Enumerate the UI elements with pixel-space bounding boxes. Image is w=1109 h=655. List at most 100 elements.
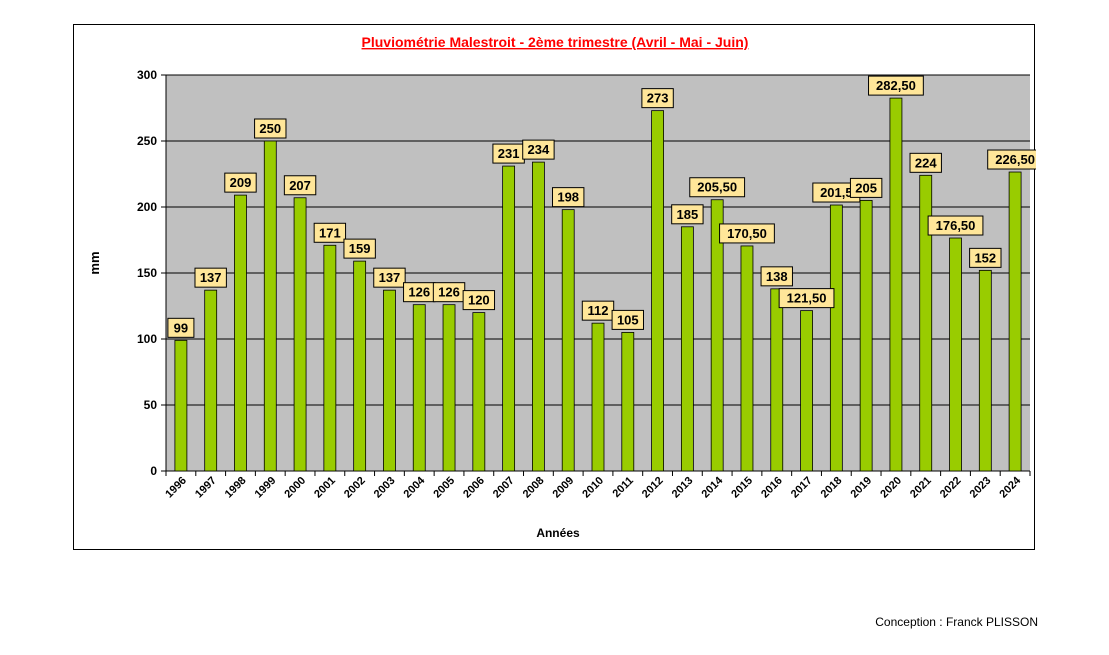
data-label-box <box>671 204 704 225</box>
bar <box>829 204 843 472</box>
x-tick-label: 2016 <box>759 475 785 501</box>
data-label: 250 <box>259 121 281 136</box>
bar-chart: Pluviométrie Malestroit - 2ème trimestre… <box>87 34 1036 540</box>
bar <box>502 165 516 472</box>
bar <box>889 97 903 472</box>
data-label-box <box>462 290 496 311</box>
data-label-box <box>611 309 644 330</box>
data-label-box <box>778 288 835 309</box>
data-label: 137 <box>200 270 222 285</box>
data-label: 176,50 <box>936 218 976 233</box>
bar <box>949 237 962 472</box>
bar <box>532 161 545 472</box>
data-label-box <box>719 223 775 244</box>
x-tick-label: 2007 <box>491 475 517 501</box>
data-label: 171 <box>319 225 341 240</box>
data-label: 112 <box>588 303 609 318</box>
credit-text: Conception : Franck PLISSON <box>875 615 1038 629</box>
data-label: 137 <box>379 270 401 285</box>
x-tick-label: 2008 <box>521 475 547 501</box>
data-label-box <box>552 187 585 208</box>
bar <box>472 312 486 472</box>
data-label-box <box>522 139 555 160</box>
data-label-box <box>313 222 347 243</box>
x-tick-label: 2004 <box>402 474 428 500</box>
data-label: 198 <box>557 190 579 205</box>
data-label: 105 <box>617 312 639 327</box>
bar <box>234 194 247 472</box>
bar <box>800 310 813 472</box>
x-tick-label: 2000 <box>282 475 308 501</box>
chart-title: Pluviométrie Malestroit - 2ème trimestre… <box>362 34 749 50</box>
data-label: 99 <box>174 320 188 335</box>
data-label: 207 <box>289 178 311 193</box>
x-tick-label: 1996 <box>163 475 189 501</box>
data-label-box <box>167 317 195 338</box>
x-tick-label: 2001 <box>312 475 338 501</box>
bar <box>919 174 933 472</box>
bar <box>204 289 218 472</box>
data-label-box <box>641 88 674 109</box>
data-label-box <box>868 75 924 96</box>
x-tick-label: 2003 <box>372 475 398 501</box>
data-label: 126 <box>438 285 460 300</box>
data-label: 121,50 <box>787 291 827 306</box>
data-label: 159 <box>349 241 371 256</box>
data-label: 126 <box>408 285 430 300</box>
x-tick-label: 2019 <box>848 475 874 501</box>
x-tick-label: 2015 <box>729 475 755 501</box>
bar <box>412 304 426 472</box>
data-label: 185 <box>677 207 699 222</box>
x-tick-label: 1997 <box>193 475 219 501</box>
bar <box>680 226 694 472</box>
y-tick-label: 50 <box>144 398 158 412</box>
y-tick-label: 100 <box>137 332 157 346</box>
bar <box>174 339 188 472</box>
x-tick-label: 1999 <box>253 475 279 501</box>
bar <box>383 289 396 472</box>
bar <box>1008 171 1022 472</box>
data-label: 234 <box>528 142 550 157</box>
x-tick-label: 2005 <box>431 475 457 501</box>
x-tick-label: 2020 <box>878 475 904 501</box>
x-tick-label: 2012 <box>640 475 666 501</box>
x-tick-label: 2021 <box>908 475 934 501</box>
y-tick-label: 250 <box>137 134 157 148</box>
y-axis-label: mm <box>87 251 102 274</box>
x-tick-label: 2013 <box>670 475 696 501</box>
data-label: 205 <box>855 180 877 195</box>
data-label-box <box>194 267 227 288</box>
x-tick-label: 2017 <box>789 475 815 501</box>
data-label: 273 <box>647 91 669 106</box>
chart-frame: Pluviométrie Malestroit - 2ème trimestre… <box>73 24 1036 550</box>
x-tick-label: 2009 <box>551 475 577 501</box>
data-label-box <box>283 175 317 196</box>
y-tick-label: 300 <box>137 68 157 82</box>
y-tick-label: 0 <box>150 464 157 478</box>
bar <box>859 199 873 472</box>
data-label-box <box>343 238 376 259</box>
data-label: 231 <box>498 146 520 161</box>
bar <box>591 322 605 472</box>
data-label: 152 <box>974 250 996 265</box>
bar <box>323 244 337 472</box>
data-label-box <box>849 177 883 198</box>
x-tick-label: 2022 <box>938 475 964 501</box>
data-label-box <box>969 247 1002 268</box>
y-tick-label: 150 <box>137 266 157 280</box>
data-label-box <box>373 267 406 288</box>
bar <box>978 269 992 472</box>
x-tick-label: 2010 <box>580 475 606 501</box>
bar <box>710 199 724 472</box>
x-tick-label: 2006 <box>461 475 487 501</box>
data-label-box <box>760 266 793 287</box>
bar <box>651 110 664 472</box>
x-tick-label: 2011 <box>611 475 636 500</box>
data-label-box <box>909 152 942 173</box>
bar <box>442 304 456 472</box>
data-label-box <box>927 215 984 236</box>
x-tick-label: 2018 <box>819 475 845 501</box>
bar <box>561 209 575 472</box>
x-tick-label: 2023 <box>968 475 994 501</box>
